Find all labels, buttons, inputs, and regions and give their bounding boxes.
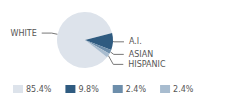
svg-text:2.4%: 2.4% <box>126 85 147 94</box>
svg-text:2.4%: 2.4% <box>173 85 194 94</box>
svg-text:A.I.: A.I. <box>129 37 142 46</box>
svg-text:HISPANIC: HISPANIC <box>128 60 166 69</box>
svg-text:WHITE: WHITE <box>10 29 36 38</box>
svg-text:85.4%: 85.4% <box>26 85 52 94</box>
svg-text:ASIAN: ASIAN <box>129 50 153 59</box>
svg-text:9.8%: 9.8% <box>78 85 99 94</box>
